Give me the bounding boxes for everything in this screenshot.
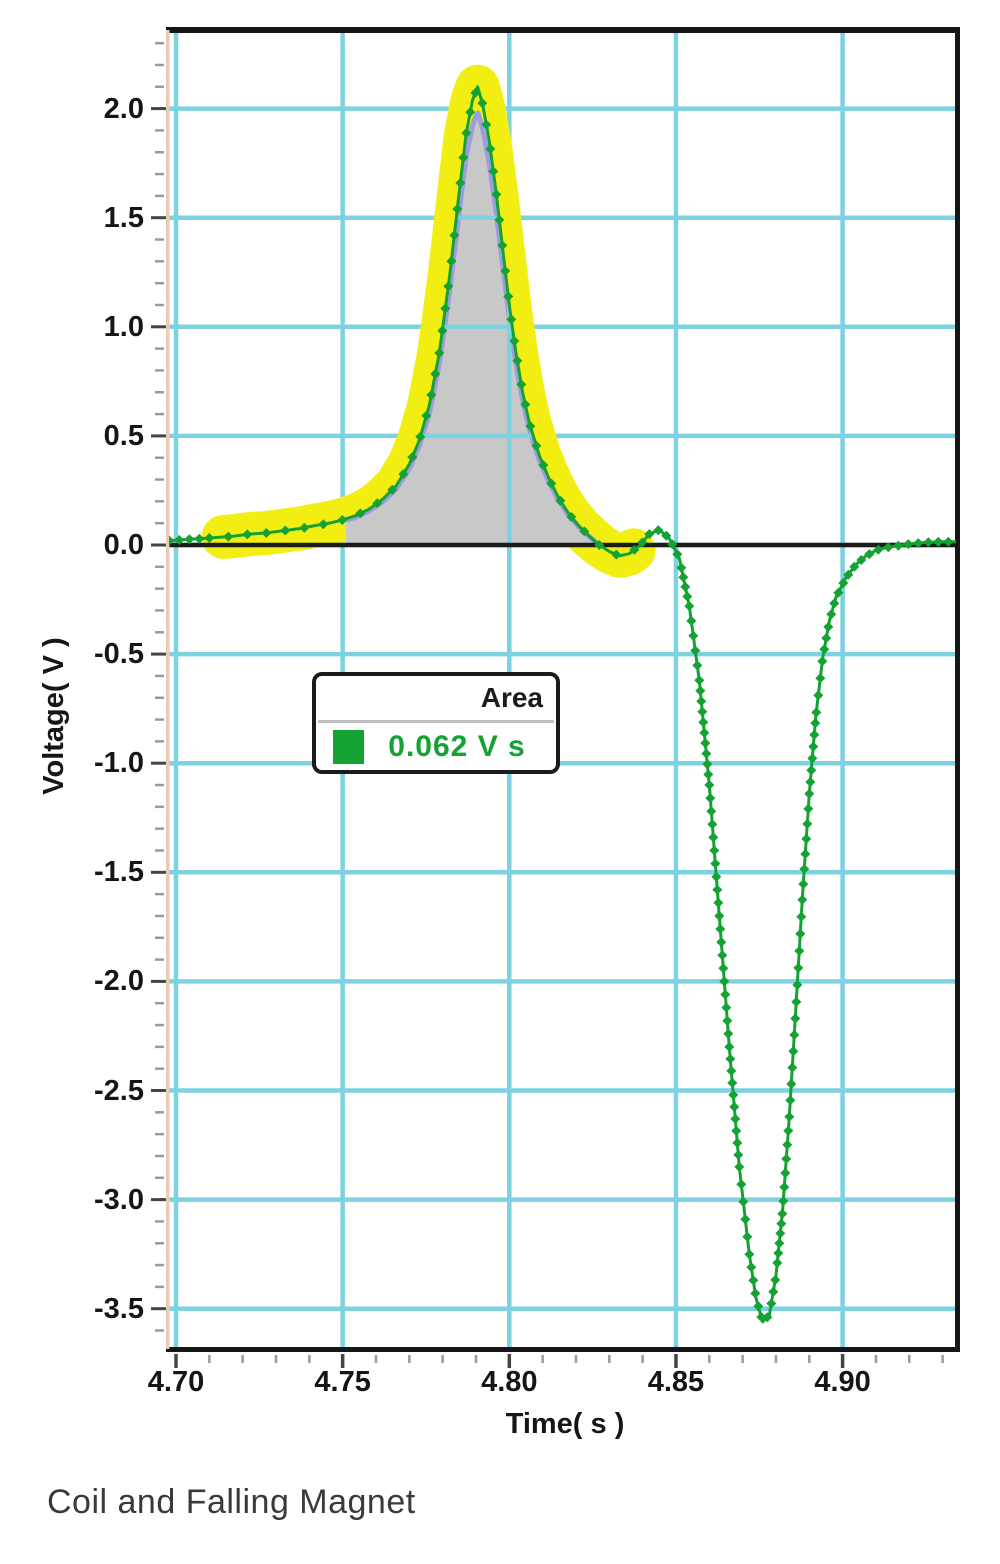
voltage-curve — [169, 85, 956, 1324]
plot-border-right — [955, 27, 960, 1352]
x-tick-label: 4.75 — [314, 1366, 371, 1398]
data-point-markers — [169, 87, 954, 1323]
legend-title: Area — [480, 682, 543, 713]
y-tick-label: 1.0 — [103, 310, 144, 343]
y-tick-label: -2.0 — [94, 965, 144, 998]
x-axis-title[interactable]: Time( s ) — [505, 1408, 625, 1440]
x-tick-label: 4.90 — [814, 1366, 871, 1398]
y-axis-title[interactable]: Voltage( V ) — [38, 637, 70, 795]
x-tick-label: 4.80 — [481, 1366, 538, 1398]
y-tick-label: 0.0 — [103, 529, 144, 561]
y-tick-label: -1.5 — [94, 856, 144, 889]
graph-caption: Coil and Falling Magnet — [47, 1483, 416, 1521]
plot-border-top — [166, 27, 960, 33]
y-tick-label: 2.0 — [103, 92, 144, 125]
y-tick-label: -1.0 — [94, 747, 144, 780]
plot-border-bottom — [166, 1347, 960, 1352]
x-tick-label: 4.85 — [647, 1366, 705, 1398]
y-tick-label: -3.5 — [94, 1292, 144, 1325]
y-tick-label: 0.5 — [103, 419, 144, 452]
legend-divider — [318, 720, 554, 723]
area-series-swatch — [333, 729, 364, 764]
plot-spine-left — [166, 30, 170, 1349]
integral-legend-box[interactable]: Area 0.062 V s — [312, 672, 560, 774]
y-tick-label: -2.5 — [94, 1074, 144, 1107]
gridlines — [169, 30, 957, 1349]
legend-value-row: 0.062 V s — [316, 723, 556, 770]
legend-area-value: 0.062 V s — [388, 729, 526, 763]
x-tick-label: 4.70 — [147, 1366, 205, 1398]
axis-tick-marks — [151, 41, 944, 1368]
y-tick-label: -3.0 — [94, 1183, 144, 1216]
gridlines-over-fill — [346, 113, 600, 545]
y-tick-label: 1.5 — [103, 201, 144, 234]
y-tick-label: -0.5 — [94, 638, 144, 671]
